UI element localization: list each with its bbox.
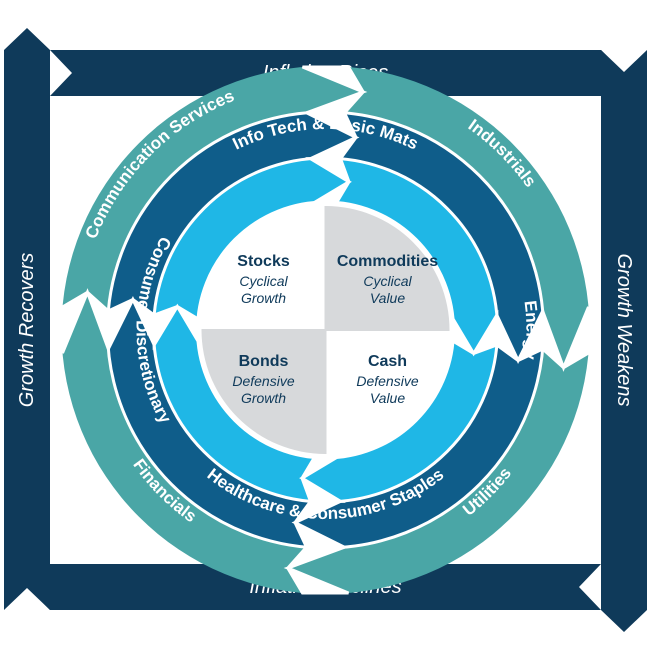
center-tl-sub2: Growth — [241, 290, 286, 306]
center-br-sub1: Defensive — [356, 373, 418, 389]
center-br-title: Cash — [368, 353, 407, 370]
center-br-sub2: Value — [370, 390, 406, 406]
frame-left-label: Growth Recovers — [16, 253, 38, 408]
center-bl-sub2: Growth — [241, 390, 286, 406]
center-tl-sub1: Cyclical — [239, 273, 288, 289]
center-tr-sub1: Cyclical — [363, 273, 412, 289]
center-bl-title: Bonds — [239, 353, 289, 370]
center-bl-sub1: Defensive — [232, 373, 294, 389]
ring-middle-label-right: Energy — [520, 300, 541, 361]
center-tr-sub2: Value — [370, 290, 406, 306]
center-tl-title: Stocks — [237, 253, 290, 270]
center-tr-title: Commodities — [337, 253, 438, 270]
frame-right-label: Growth Weakens — [613, 253, 635, 406]
